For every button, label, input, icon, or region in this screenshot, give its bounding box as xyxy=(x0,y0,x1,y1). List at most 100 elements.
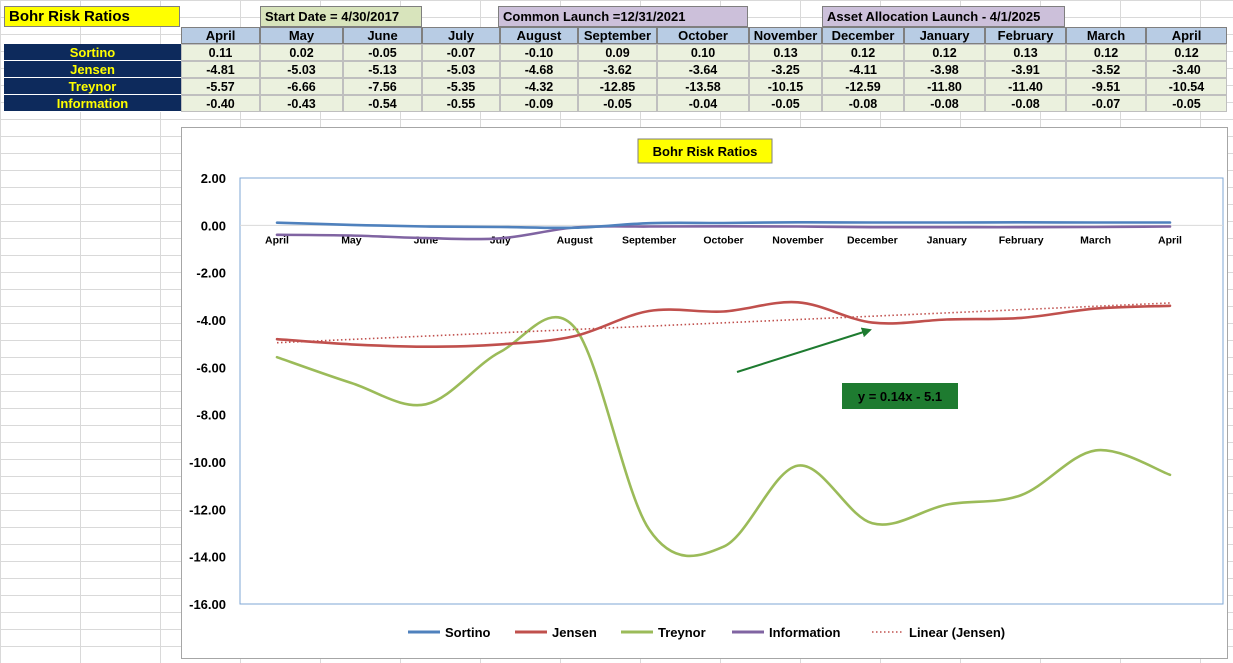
value-cell[interactable]: -3.52 xyxy=(1066,61,1146,78)
value-cell[interactable]: -11.80 xyxy=(904,78,985,95)
value-cell[interactable]: -3.62 xyxy=(578,61,657,78)
chart-title-box xyxy=(637,138,773,164)
chart-area[interactable]: 2.00 0.00 -2.00 -4.00 -6.00 -8.00 -10.00 -12.00… xyxy=(181,127,1228,659)
value-cell[interactable]: -10.15 xyxy=(749,78,822,95)
month-header-cell[interactable]: November xyxy=(749,27,822,44)
value-cell[interactable]: 0.13 xyxy=(985,44,1066,61)
value-cell[interactable]: 0.13 xyxy=(749,44,822,61)
trendline-annotation-arrow xyxy=(736,327,872,373)
y-tick-label: -16.00 xyxy=(189,597,226,612)
value-cell[interactable]: 0.02 xyxy=(260,44,343,61)
month-header-cell[interactable]: April xyxy=(181,27,260,44)
value-cell[interactable]: 0.12 xyxy=(822,44,904,61)
month-header-cell[interactable]: June xyxy=(343,27,422,44)
value-cell[interactable]: -0.05 xyxy=(343,44,422,61)
value-cell[interactable]: -12.59 xyxy=(822,78,904,95)
month-header-cell[interactable]: October xyxy=(657,27,749,44)
x-tick-label: March xyxy=(1080,234,1111,246)
month-header-cell[interactable]: September xyxy=(578,27,657,44)
month-header-cell[interactable]: March xyxy=(1066,27,1146,44)
plot-area-border xyxy=(239,177,1224,605)
series-line-information xyxy=(275,225,1172,241)
value-cell[interactable]: 0.12 xyxy=(1066,44,1146,61)
value-cell[interactable]: -5.57 xyxy=(181,78,260,95)
value-cell[interactable]: -4.32 xyxy=(500,78,578,95)
value-cell[interactable]: -0.07 xyxy=(1066,95,1146,112)
value-cell[interactable]: -0.05 xyxy=(749,95,822,112)
value-cell[interactable]: -0.05 xyxy=(578,95,657,112)
sheet-title[interactable]: Bohr Risk Ratios xyxy=(4,6,180,27)
value-cell[interactable]: -3.98 xyxy=(904,61,985,78)
value-cell[interactable]: -3.40 xyxy=(1146,61,1227,78)
legend-label-linear-jensen-: Linear (Jensen) xyxy=(909,625,1005,640)
y-tick-label: -12.00 xyxy=(189,502,226,517)
month-header-cell[interactable]: February xyxy=(985,27,1066,44)
month-header-cell[interactable]: July xyxy=(422,27,500,44)
legend-label-treynor: Treynor xyxy=(658,625,706,640)
value-cell[interactable]: -3.25 xyxy=(749,61,822,78)
common-launch-note[interactable]: Common Launch =12/31/2021 xyxy=(498,6,748,27)
legend-label-information: Information xyxy=(769,625,841,640)
x-tick-label: October xyxy=(703,234,743,246)
value-cell[interactable]: 0.12 xyxy=(1146,44,1227,61)
value-cell[interactable]: 0.10 xyxy=(657,44,749,61)
asset-allocation-launch-note[interactable]: Asset Allocation Launch - 4/1/2025 xyxy=(822,6,1065,27)
value-cell[interactable]: -0.05 xyxy=(1146,95,1227,112)
value-cell[interactable]: -5.35 xyxy=(422,78,500,95)
x-tick-label: February xyxy=(999,234,1044,246)
row-label-jensen[interactable]: Jensen xyxy=(4,61,181,78)
month-header-cell[interactable]: April xyxy=(1146,27,1227,44)
value-cell[interactable]: -0.04 xyxy=(657,95,749,112)
row-label-sortino[interactable]: Sortino xyxy=(4,44,181,61)
value-cell[interactable]: -0.54 xyxy=(343,95,422,112)
start-date-note[interactable]: Start Date = 4/30/2017 xyxy=(260,6,422,27)
value-cell[interactable]: -0.08 xyxy=(904,95,985,112)
value-cell[interactable]: -3.64 xyxy=(657,61,749,78)
x-tick-label: July xyxy=(490,234,511,246)
value-cell[interactable]: -4.68 xyxy=(500,61,578,78)
value-cell[interactable]: -6.66 xyxy=(260,78,343,95)
value-cell[interactable]: -3.91 xyxy=(985,61,1066,78)
value-cell[interactable]: 0.12 xyxy=(904,44,985,61)
value-cell[interactable]: -5.13 xyxy=(343,61,422,78)
x-tick-label: April xyxy=(1158,234,1182,246)
month-header-cell[interactable]: January xyxy=(904,27,985,44)
value-cell[interactable]: -0.07 xyxy=(422,44,500,61)
value-cell[interactable]: -7.56 xyxy=(343,78,422,95)
value-cell[interactable]: -5.03 xyxy=(422,61,500,78)
value-cell[interactable]: -13.58 xyxy=(657,78,749,95)
value-cell[interactable]: -10.54 xyxy=(1146,78,1227,95)
value-cell[interactable]: -11.40 xyxy=(985,78,1066,95)
value-cell[interactable]: -4.81 xyxy=(181,61,260,78)
y-tick-label: -2.00 xyxy=(196,266,226,281)
value-cell[interactable]: -5.03 xyxy=(260,61,343,78)
value-cell[interactable]: -9.51 xyxy=(1066,78,1146,95)
legend-label-sortino: Sortino xyxy=(445,625,491,640)
y-tick-label: 0.00 xyxy=(201,218,226,233)
month-header-cell[interactable]: August xyxy=(500,27,578,44)
row-label-treynor[interactable]: Treynor xyxy=(4,78,181,95)
value-cell[interactable]: -0.43 xyxy=(260,95,343,112)
value-cell[interactable]: -4.11 xyxy=(822,61,904,78)
value-cell[interactable]: -0.08 xyxy=(985,95,1066,112)
value-cell[interactable]: -0.55 xyxy=(422,95,500,112)
value-cell[interactable]: 0.11 xyxy=(181,44,260,61)
y-tick-label: -6.00 xyxy=(196,360,226,375)
value-cell[interactable]: -0.09 xyxy=(500,95,578,112)
equation-label-box xyxy=(842,383,958,409)
value-cell[interactable]: 0.09 xyxy=(578,44,657,61)
value-cell[interactable]: -0.10 xyxy=(500,44,578,61)
month-header-cell[interactable]: December xyxy=(822,27,904,44)
value-cell[interactable]: -12.85 xyxy=(578,78,657,95)
month-header-cell[interactable]: May xyxy=(260,27,343,44)
series-line-jensen xyxy=(275,300,1172,348)
risk-ratio-chart: 2.00 0.00 -2.00 -4.00 -6.00 -8.00 -10.00 -12.00… xyxy=(189,138,1224,640)
y-tick-label: 2.00 xyxy=(201,171,226,186)
x-tick-label: August xyxy=(557,234,594,246)
x-tick-label: December xyxy=(847,234,898,246)
value-cell[interactable]: -0.08 xyxy=(822,95,904,112)
value-cell[interactable]: -0.40 xyxy=(181,95,260,112)
row-label-information[interactable]: Information xyxy=(4,95,181,112)
legend-label-jensen: Jensen xyxy=(552,625,597,640)
trendline-jensen xyxy=(276,302,1171,344)
